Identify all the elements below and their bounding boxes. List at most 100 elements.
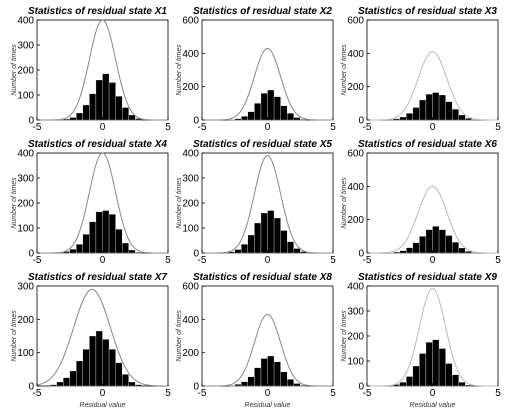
histogram-bar	[465, 118, 472, 121]
histogram-bar	[445, 363, 453, 387]
histogram-bar	[399, 116, 407, 121]
chart-panel-3: Statistics of residual state X3 0 200 400 60…	[341, 6, 501, 133]
y-tick-label: 0	[193, 382, 199, 393]
x-tick-label: 0	[430, 388, 436, 399]
histogram-bar	[122, 374, 129, 387]
histogram-bar	[82, 349, 90, 387]
chart-title: Statistics of residual state X6	[358, 139, 497, 150]
histogram-bar	[432, 92, 440, 121]
x-tick-label: 0	[100, 122, 106, 133]
y-axis-label: Number of times	[11, 310, 18, 362]
y-tick-label: 200	[17, 199, 34, 210]
chart-panel-8: Statistics of residual state X8 0 200 400 60…	[176, 272, 336, 409]
chart-title: Statistics of residual state X8	[193, 272, 332, 283]
histogram-bar	[419, 236, 427, 254]
x-axis-label: Residual value	[80, 402, 126, 409]
x-tick-label: 5	[330, 388, 336, 399]
x-tick-label: -5	[363, 255, 372, 266]
normal-fit-curve	[37, 152, 168, 254]
chart-panel-9: Statistics of residual state X9 0 100 200 30…	[341, 272, 501, 409]
histogram-bar	[451, 374, 459, 387]
histogram-bar	[102, 339, 110, 387]
normal-fit-curve	[202, 47, 333, 121]
histogram-bar	[280, 230, 288, 254]
x-tick-label: 0	[100, 255, 106, 266]
y-tick-label: 100	[17, 91, 34, 102]
x-tick-label: 5	[330, 255, 336, 266]
histogram-bar	[76, 360, 84, 387]
chart-panel-5: Statistics of residual state X5 0 100 200 30…	[176, 139, 336, 266]
x-tick-label: 5	[165, 388, 171, 399]
histogram-bar	[445, 101, 453, 121]
histogram-bar	[425, 94, 433, 121]
x-tick-label: 5	[165, 255, 171, 266]
chart-title: Statistics of residual state X1	[28, 6, 167, 17]
y-tick-label: 600	[347, 149, 364, 160]
y-tick-label: 0	[193, 249, 199, 260]
x-axis-label: Residual value	[245, 402, 291, 409]
y-axis-label: Number of times	[11, 177, 18, 229]
histogram-bar	[425, 342, 433, 387]
histogram-bar	[286, 241, 294, 254]
histogram-bar	[399, 250, 407, 254]
histogram-bar	[95, 79, 103, 121]
histogram-bar	[458, 247, 466, 254]
histogram-bar	[241, 116, 249, 121]
histogram-bar	[234, 249, 242, 254]
histogram-bar	[128, 249, 136, 254]
chart-title: Statistics of residual state X7	[28, 272, 167, 283]
histogram-bar	[76, 244, 84, 254]
histogram-bar	[115, 96, 123, 121]
histogram-bar	[419, 353, 427, 387]
histogram-bar	[465, 384, 472, 387]
x-tick-label: -5	[33, 122, 42, 133]
histogram-bar	[273, 217, 281, 254]
y-tick-label: 200	[347, 82, 364, 93]
y-tick-label: 200	[182, 82, 199, 93]
histogram-bar	[89, 335, 97, 387]
histogram-bar	[406, 247, 413, 254]
histogram-bar	[260, 212, 268, 254]
x-tick-label: 5	[495, 388, 501, 399]
histogram-bar	[82, 104, 90, 121]
chart-panel-2: Statistics of residual state X2 0 200 400 60…	[176, 6, 336, 133]
histogram-bar	[273, 96, 281, 121]
chart-panel-1: Statistics of residual state X1 0 100 200 30…	[11, 6, 171, 133]
x-tick-label: -5	[363, 122, 372, 133]
y-tick-label: 300	[17, 282, 34, 293]
y-tick-label: 300	[17, 41, 34, 52]
histogram-bar	[458, 382, 466, 387]
histogram-bar	[128, 381, 136, 387]
histogram-bar	[247, 111, 255, 121]
histogram-bar	[56, 381, 64, 387]
y-tick-label: 400	[347, 182, 364, 193]
y-tick-label: 0	[28, 249, 34, 260]
histogram-bar	[247, 376, 255, 387]
x-tick-label: -5	[33, 255, 42, 266]
y-tick-label: 400	[347, 49, 364, 60]
histogram-bar	[438, 94, 446, 121]
y-axis-label: Number of times	[341, 177, 348, 229]
histogram-bar	[267, 89, 275, 121]
histogram-bar	[393, 251, 400, 254]
histogram-bar	[102, 73, 110, 121]
histogram-bar	[260, 93, 268, 121]
histogram-bar	[228, 385, 235, 387]
histogram-bar	[432, 339, 440, 387]
x-tick-label: 0	[430, 255, 436, 266]
normal-fit-curve	[202, 313, 333, 387]
y-tick-label: 100	[17, 224, 34, 235]
histogram-bar	[69, 370, 77, 387]
x-tick-label: 0	[265, 255, 271, 266]
histogram-bar	[102, 210, 110, 254]
y-axis-label: Number of times	[176, 44, 183, 96]
histogram-bar	[293, 117, 301, 121]
histogram-bar	[412, 242, 420, 254]
y-tick-label: 400	[182, 149, 199, 160]
chart-panel-7: Statistics of residual state X7 0 100 200 30…	[11, 272, 171, 409]
histogram-bar	[115, 362, 123, 387]
histogram-bar	[260, 358, 268, 387]
x-tick-label: 5	[165, 122, 171, 133]
y-tick-label: 400	[182, 315, 199, 326]
